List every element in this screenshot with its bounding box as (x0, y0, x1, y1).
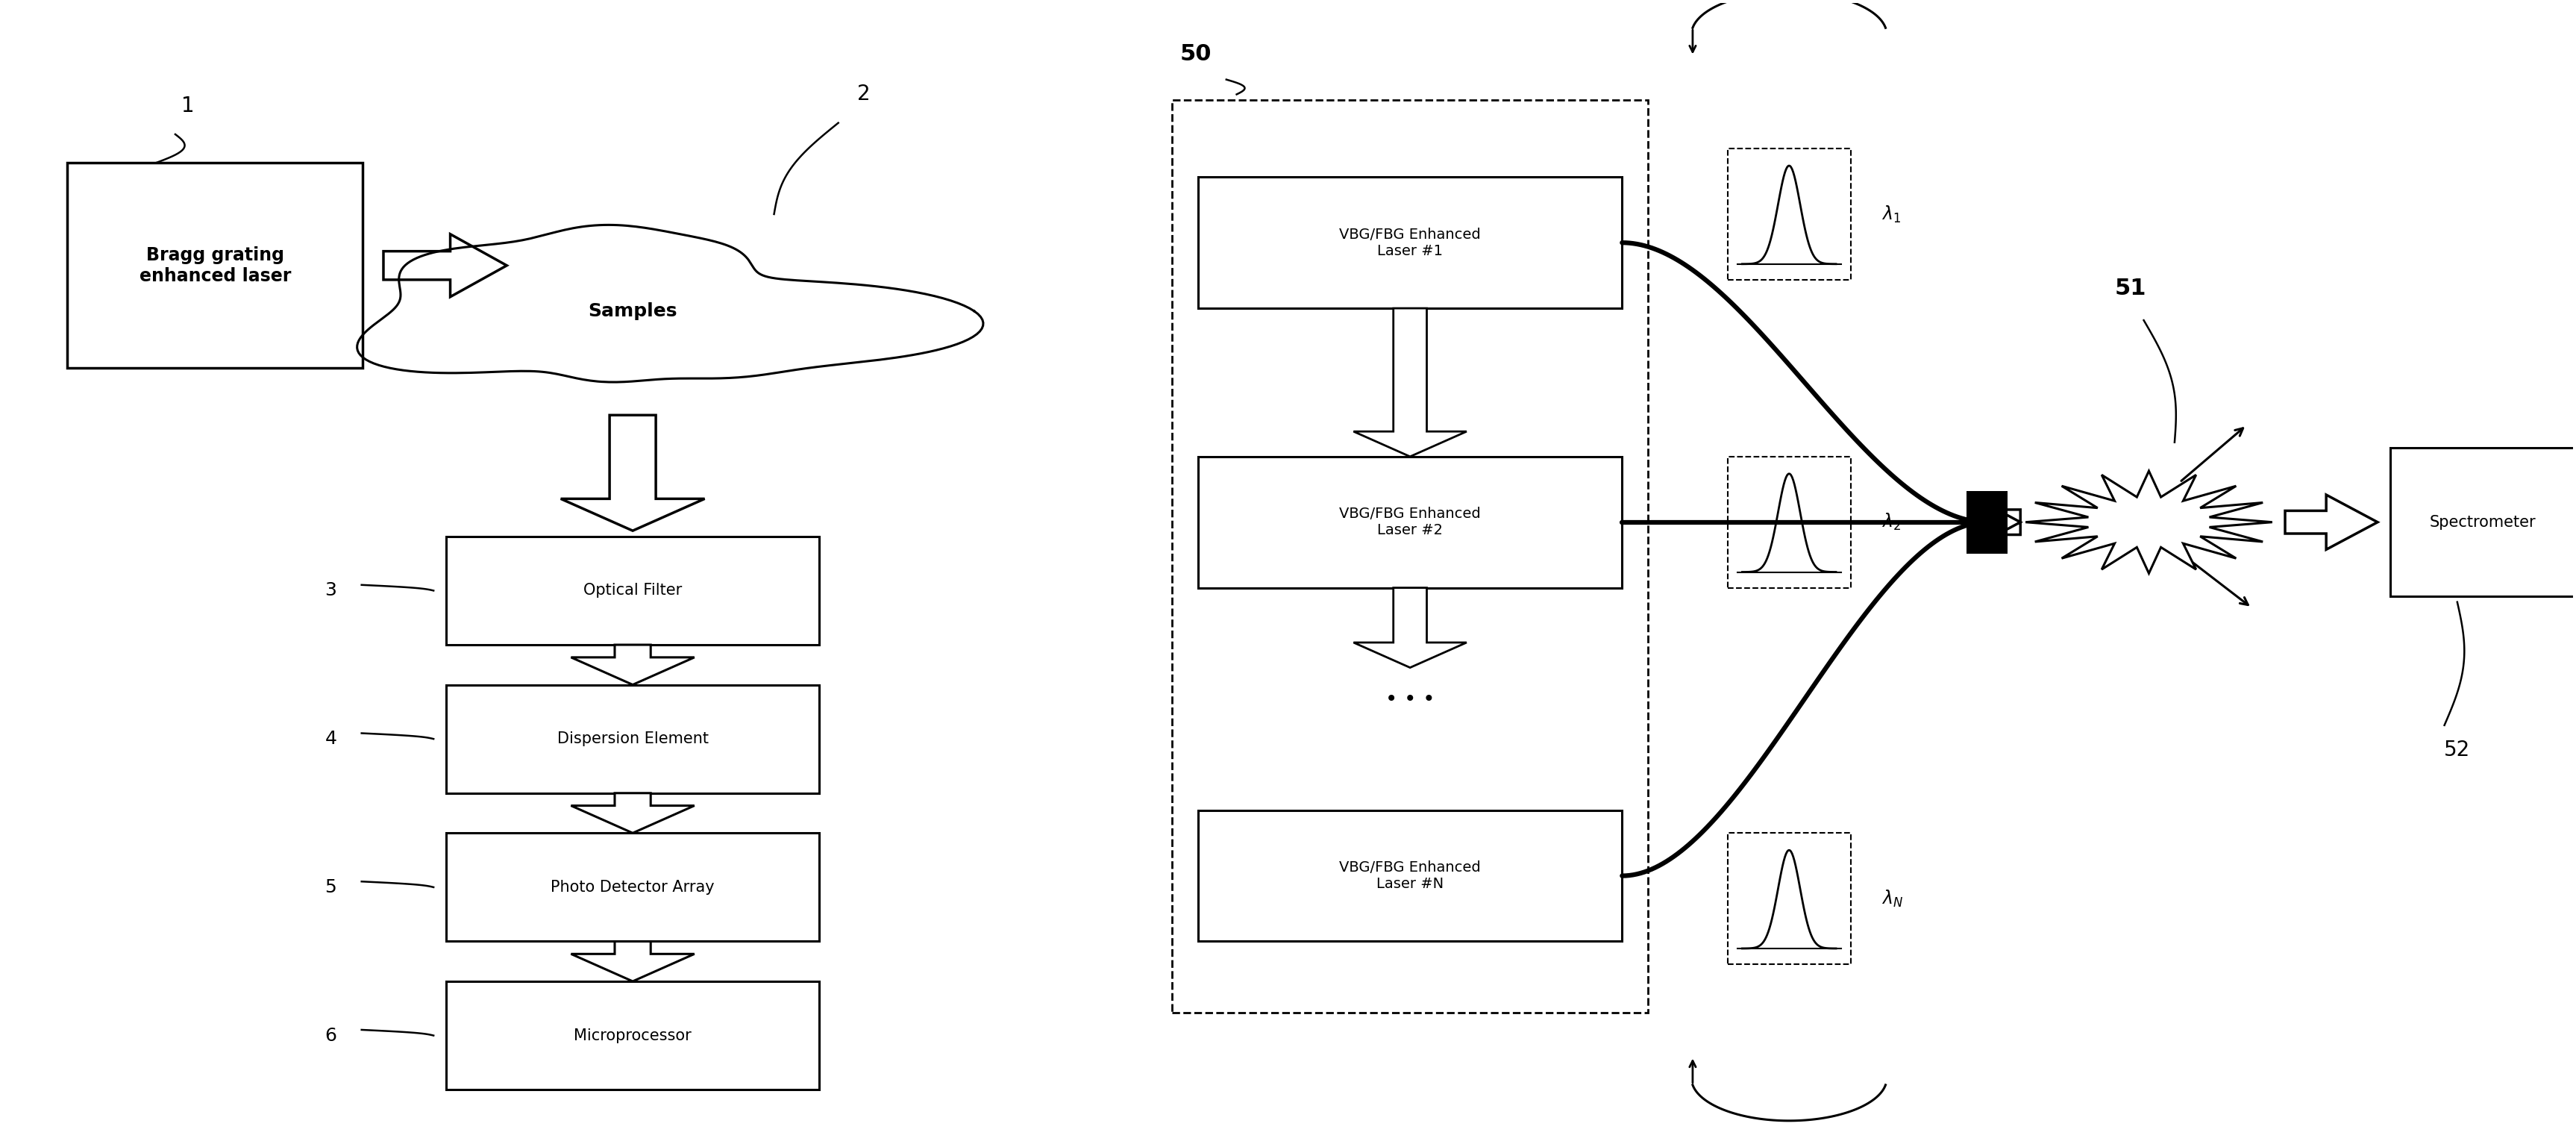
Bar (2391, 448, 2576, 596)
Polygon shape (384, 234, 507, 297)
Text: • • •: • • • (1386, 688, 1435, 710)
Polygon shape (1968, 494, 2020, 549)
Bar (1728, 457, 1850, 587)
Polygon shape (562, 415, 706, 531)
Bar (446, 833, 819, 942)
Polygon shape (2285, 494, 2378, 549)
Bar (446, 982, 819, 1090)
Text: Microprocessor: Microprocessor (574, 1028, 690, 1043)
Bar (1172, 100, 1649, 1013)
Text: 51: 51 (2115, 278, 2146, 299)
Text: Samples: Samples (587, 302, 677, 320)
Polygon shape (1352, 309, 1466, 457)
Text: 5: 5 (325, 879, 337, 896)
Text: 2: 2 (858, 84, 871, 104)
Text: Spectrometer: Spectrometer (2429, 515, 2537, 530)
Polygon shape (1352, 587, 1466, 668)
Bar (446, 685, 819, 793)
Text: 4: 4 (325, 729, 337, 748)
Text: 50: 50 (1180, 44, 1211, 65)
Bar (67, 163, 363, 368)
Polygon shape (572, 645, 696, 685)
Text: 6: 6 (325, 1027, 337, 1045)
Bar (1198, 810, 1623, 942)
Polygon shape (572, 793, 696, 833)
Text: 3: 3 (325, 582, 337, 600)
Bar (446, 537, 819, 645)
Bar (1728, 149, 1850, 280)
Text: Optical Filter: Optical Filter (582, 583, 683, 598)
Text: Dispersion Element: Dispersion Element (556, 732, 708, 747)
Text: Photo Detector Array: Photo Detector Array (551, 880, 714, 895)
Text: Bragg grating
enhanced laser: Bragg grating enhanced laser (139, 247, 291, 284)
Text: $\lambda_2$: $\lambda_2$ (1880, 512, 1901, 532)
Bar (1198, 457, 1623, 587)
Text: VBG/FBG Enhanced
Laser #N: VBG/FBG Enhanced Laser #N (1340, 860, 1481, 891)
Text: $\lambda_1$: $\lambda_1$ (1880, 204, 1901, 225)
Bar (1965, 491, 2007, 554)
Text: 52: 52 (2445, 740, 2470, 760)
Text: VBG/FBG Enhanced
Laser #1: VBG/FBG Enhanced Laser #1 (1340, 227, 1481, 258)
Bar (1198, 177, 1623, 309)
Polygon shape (572, 942, 696, 982)
Polygon shape (2025, 471, 2272, 574)
Bar (1728, 833, 1850, 965)
Text: VBG/FBG Enhanced
Laser #2: VBG/FBG Enhanced Laser #2 (1340, 507, 1481, 538)
Text: 1: 1 (180, 95, 196, 116)
Text: $\lambda_N$: $\lambda_N$ (1880, 889, 1904, 908)
